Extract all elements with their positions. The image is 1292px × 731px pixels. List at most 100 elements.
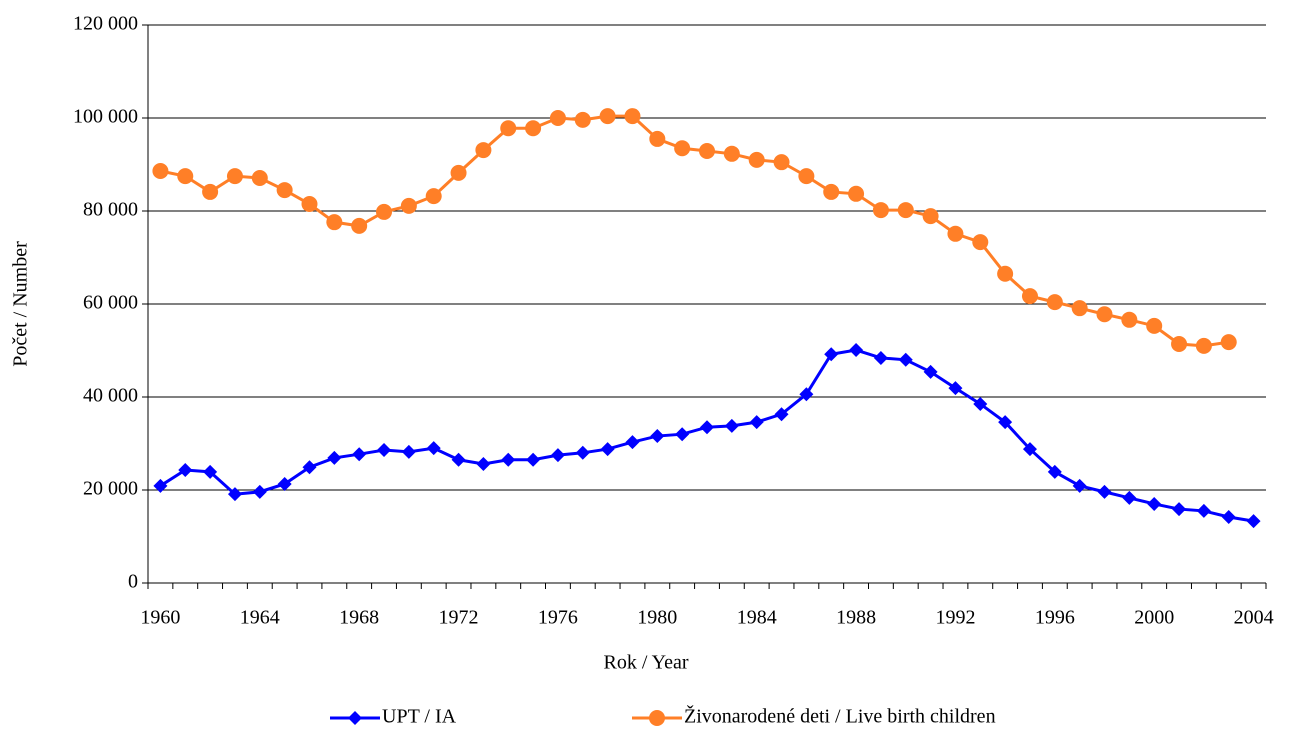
y-tick-label: 80 000 (83, 199, 138, 221)
y-tick-label: 60 000 (83, 292, 138, 314)
marker (699, 143, 715, 160)
marker (1195, 337, 1212, 354)
y-tick-label: 0 (128, 571, 138, 593)
marker (352, 447, 367, 462)
marker (675, 427, 690, 442)
marker (475, 142, 492, 159)
marker (799, 387, 814, 402)
y-tick-label: 120 000 (73, 13, 138, 35)
marker (277, 476, 292, 491)
marker (476, 456, 491, 471)
x-tick-label: 1968 (339, 607, 379, 629)
marker (1071, 300, 1088, 317)
series-line (159, 348, 1254, 523)
marker (348, 711, 362, 725)
marker (1146, 317, 1163, 334)
marker (451, 452, 466, 467)
marker (1246, 514, 1261, 529)
x-tick-label: 1960 (140, 607, 180, 629)
x-tick-label: 2004 (1234, 607, 1274, 629)
marker (997, 265, 1014, 282)
marker (351, 217, 368, 234)
marker (849, 343, 864, 358)
marker (376, 203, 393, 220)
marker (377, 443, 392, 458)
x-tick-label: 1992 (935, 607, 975, 629)
legend-label: UPT / IA (382, 706, 457, 728)
marker (425, 188, 442, 205)
marker (450, 164, 467, 181)
marker (526, 452, 541, 467)
marker (252, 484, 267, 499)
marker (575, 445, 590, 460)
marker (226, 168, 243, 185)
marker (1122, 490, 1137, 505)
marker (948, 381, 963, 396)
marker (599, 108, 616, 125)
marker (549, 110, 566, 126)
marker (1097, 484, 1112, 499)
marker (227, 487, 242, 502)
marker (749, 415, 764, 430)
x-tick-label: 1972 (439, 607, 479, 629)
x-tick-label: 1980 (637, 607, 677, 629)
x-tick-label: 1976 (538, 607, 578, 629)
series-line (160, 114, 1229, 348)
marker (501, 452, 516, 467)
marker (500, 120, 517, 137)
x-tick-label: 1984 (737, 607, 777, 629)
marker (773, 154, 790, 171)
marker (774, 407, 789, 422)
marker (1046, 294, 1063, 311)
marker (1072, 478, 1087, 493)
marker (152, 163, 169, 180)
marker (1172, 502, 1187, 517)
marker (898, 352, 913, 367)
marker (748, 151, 765, 168)
x-tick-label: 2000 (1134, 607, 1174, 629)
marker (574, 111, 591, 128)
marker (251, 169, 268, 186)
marker (649, 710, 665, 726)
marker (998, 415, 1013, 430)
marker (550, 448, 565, 463)
y-tick-label: 40 000 (83, 385, 138, 407)
marker (823, 183, 840, 200)
x-tick-label: 1996 (1035, 607, 1075, 629)
marker (625, 435, 640, 450)
marker (178, 463, 193, 478)
marker (1021, 288, 1038, 305)
marker (972, 234, 989, 251)
marker (872, 202, 889, 219)
marker (600, 442, 615, 457)
marker (177, 168, 194, 185)
marker (1196, 503, 1211, 518)
marker (973, 396, 988, 411)
marker (1147, 496, 1162, 511)
marker (624, 108, 641, 125)
marker (824, 347, 839, 362)
marker (650, 429, 665, 444)
marker (326, 214, 343, 231)
marker (1047, 464, 1062, 479)
marker (1022, 442, 1037, 457)
legend-label: Živonarodené deti / Live birth children (684, 705, 996, 728)
marker (153, 478, 168, 493)
marker (897, 202, 914, 219)
marker (525, 120, 542, 137)
marker (1221, 509, 1236, 524)
marker (302, 460, 317, 475)
marker (848, 185, 865, 202)
marker (400, 197, 417, 214)
marker (327, 450, 342, 465)
marker (923, 364, 938, 379)
marker (426, 441, 441, 456)
marker (947, 225, 964, 242)
marker (674, 140, 691, 157)
y-tick-label: 100 000 (73, 106, 138, 128)
marker (301, 196, 318, 213)
marker (276, 182, 293, 199)
y-axis-label: Počet / Number (10, 241, 32, 367)
marker (1220, 334, 1237, 351)
